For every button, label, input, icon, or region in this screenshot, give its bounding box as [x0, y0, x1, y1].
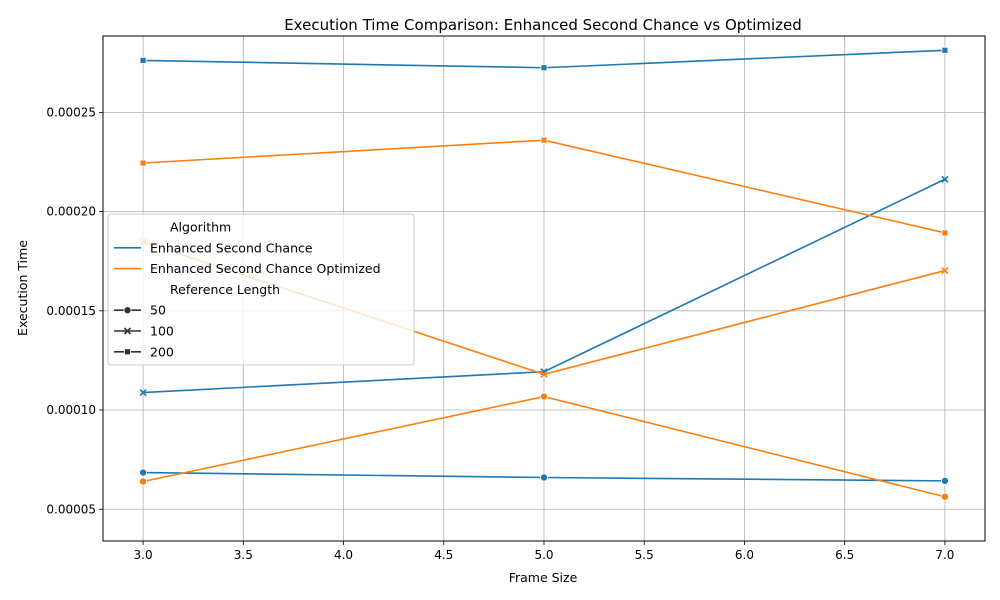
data-point [941, 229, 949, 237]
legend-box [107, 213, 415, 366]
data-point [941, 175, 949, 183]
series-enhanced-second-chance-optimized-200 [139, 136, 949, 237]
x-axis-ticks: 3.0 3.5 4.0 4.5 5.0 5.5 6.0 6.5 7.0 [134, 541, 954, 562]
x-tick-label: 3.0 [134, 548, 153, 562]
y-tick-label: 0.00010 [46, 403, 96, 417]
data-point [540, 370, 548, 378]
legend-section-title: Reference Length [170, 282, 280, 297]
data-point [139, 389, 147, 397]
legend-entry-label: 100 [150, 324, 174, 339]
legend-entry-label: Enhanced Second Chance [150, 240, 313, 255]
series-layer [139, 46, 949, 501]
x-tick-label: 3.5 [234, 548, 253, 562]
x-tick-label: 4.0 [334, 548, 353, 562]
legend-marker [124, 348, 131, 356]
data-point [139, 159, 147, 167]
legend-entry-label: 50 [150, 303, 166, 318]
data-point [540, 64, 548, 72]
legend-marker [123, 327, 132, 335]
data-point [139, 468, 148, 477]
y-axis-ticks: 0.00005 0.00010 0.00015 0.00020 0.00025 [46, 105, 103, 516]
data-point [139, 57, 147, 64]
y-tick-label: 0.00005 [46, 502, 96, 516]
data-point [940, 476, 949, 485]
x-tick-label: 7.0 [935, 548, 954, 562]
legend: Algorithm Enhanced Second Chance Enhanced … [107, 213, 415, 366]
x-tick-label: 4.5 [434, 548, 453, 562]
data-point [540, 392, 549, 401]
series-enhanced-second-chance-50 [139, 468, 949, 485]
data-point [540, 473, 549, 482]
data-point [540, 136, 548, 144]
x-axis-label: Frame Size [509, 570, 578, 585]
x-tick-label: 5.0 [534, 548, 553, 562]
y-axis-label: Execution Time [15, 240, 30, 336]
legend-marker [123, 306, 132, 315]
data-point [941, 46, 949, 54]
series-enhanced-second-chance-100 [139, 175, 949, 397]
y-tick-label: 0.00015 [46, 304, 96, 318]
y-tick-label: 0.00020 [46, 205, 96, 219]
legend-entry-label: Enhanced Second Chance Optimized [150, 261, 381, 276]
y-tick-label: 0.00025 [46, 105, 96, 119]
x-tick-label: 6.5 [835, 548, 854, 562]
series-enhanced-second-chance-200 [139, 46, 949, 72]
data-point [940, 492, 949, 501]
legend-section-title: Algorithm [170, 220, 231, 235]
x-tick-label: 6.0 [735, 548, 754, 562]
series-enhanced-second-chance-optimized-50 [139, 392, 949, 501]
x-tick-label: 5.5 [635, 548, 654, 562]
chart-title: Execution Time Comparison: Enhanced Seco… [284, 16, 802, 34]
data-point [139, 477, 148, 486]
legend-entry-label: 200 [150, 344, 174, 359]
data-point [941, 266, 949, 275]
